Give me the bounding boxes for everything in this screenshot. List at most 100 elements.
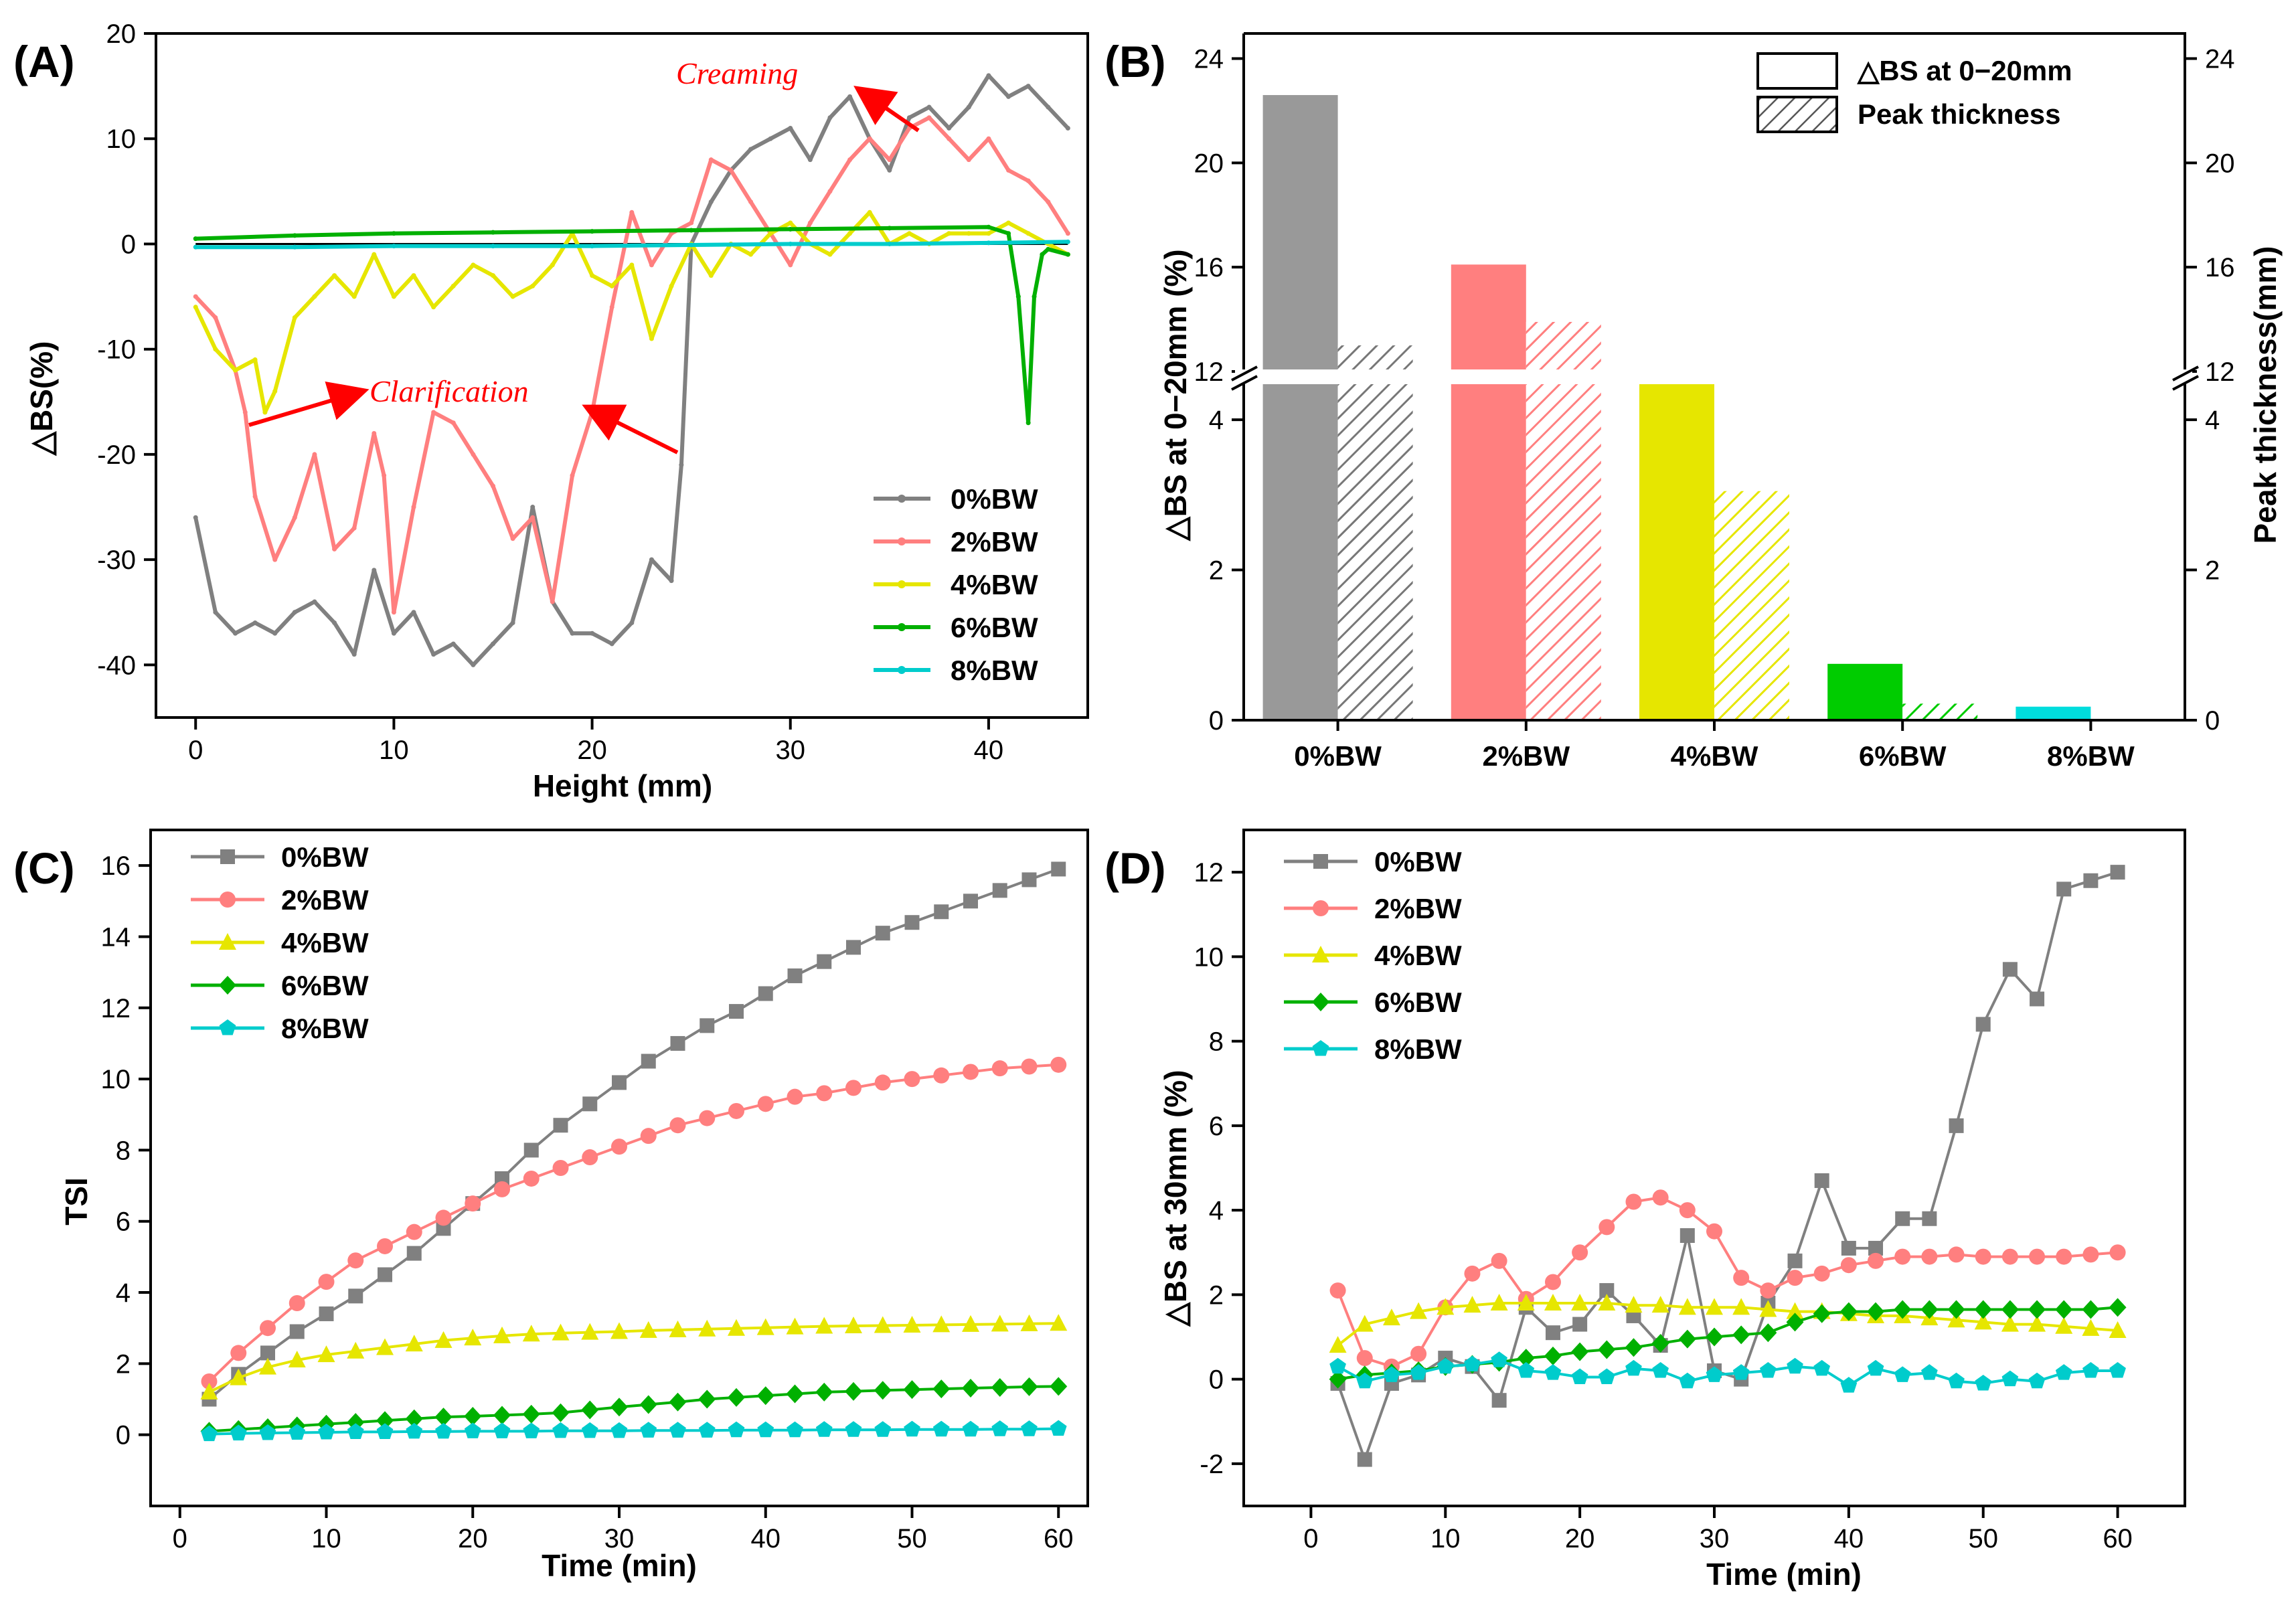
panel-d-series-8-bw-point — [1948, 1372, 1965, 1389]
panel-a-series-2-bw-point — [887, 157, 892, 163]
panel-a-legend-label-2-bw: 2%BW — [951, 526, 1038, 558]
panel-a-series-4-bw-point — [450, 283, 456, 288]
panel-c-series-6-bw-point — [874, 1381, 892, 1400]
panel-a-series-0-bw-point — [312, 599, 317, 604]
panel-a-series-2-bw-point — [807, 220, 813, 226]
panel-d-series-8-bw-point — [1732, 1364, 1750, 1380]
panel-a-series-0-bw-point — [609, 641, 614, 647]
panel-d-series-8-bw-point — [1975, 1374, 1992, 1391]
panel-c-series-6-bw-point — [845, 1381, 862, 1401]
panel-d-series-8-bw-point — [1383, 1366, 1400, 1382]
panel-c-y-tick-label: 16 — [101, 851, 131, 881]
panel-c-series-2-bw-point — [816, 1085, 833, 1102]
panel-a-series-0-bw-point — [332, 620, 337, 625]
panel-a-x-tick-label: 10 — [379, 736, 409, 765]
panel-c-legend-marker-2-bw — [220, 892, 236, 908]
panel-d-series-6-bw-point — [2109, 1298, 2127, 1317]
panel-a-series-4-bw-point — [471, 262, 476, 268]
panel-d-series-8-bw-point — [1706, 1366, 1723, 1382]
panel-c-series-0-bw-point — [700, 1018, 715, 1033]
panel-c-legend-label-6-bw: 6%BW — [281, 970, 369, 1001]
panel-c-series-0-bw-point — [934, 904, 949, 920]
panel-a-series-2-bw-point — [411, 505, 416, 510]
panel-d-legend-marker-0-bw — [1313, 854, 1328, 869]
panel-d-series-4-bw-point — [1517, 1294, 1535, 1311]
panel-d-series-4-bw-point — [1598, 1294, 1616, 1311]
panel-a-series-0-bw-point — [887, 167, 892, 173]
panel-c-series-8-bw-point — [610, 1422, 628, 1438]
panel-d-series-4-bw-point — [1759, 1300, 1777, 1317]
panel-c-x-tick-label: 30 — [604, 1524, 635, 1553]
panel-a-series-0-bw-point — [827, 115, 833, 120]
panel-d-series-0-bw-point — [2110, 865, 2125, 880]
panel-a-series-0-bw-point — [629, 620, 635, 625]
panel-a-series-4-bw-point — [748, 252, 754, 257]
panel-d-series-4-bw-point — [1437, 1298, 1455, 1315]
panel-c-y-axis-title: TSI — [59, 1177, 94, 1226]
panel-b-right-tick-label: 24 — [2205, 44, 2235, 74]
panel-c-series-8-bw-point — [289, 1424, 306, 1440]
panel-a-series-0-bw-point — [679, 462, 684, 468]
panel-c-series-4-bw-point — [434, 1331, 453, 1348]
panel-d-series-6-bw-point — [1974, 1300, 1992, 1319]
panel-b-right-tick-label: 16 — [2205, 253, 2235, 282]
panel-c-series-2-bw-line — [208, 1063, 1059, 1383]
panel-c-chart: (C) Time (min) TSI 0 10 20 30 40 50 60 0 2 4 6 8 10 1… — [13, 829, 1089, 1583]
panel-c-series-2-bw-point — [494, 1181, 510, 1197]
panel-a-series-0-bw-point — [431, 652, 436, 657]
panel-d-series-8-bw-point — [1652, 1362, 1669, 1378]
panel-a-series-2-bw-point — [926, 115, 932, 120]
panel-a-series-8-bw-point — [490, 244, 495, 249]
panel-a-series-2-bw-point — [1046, 199, 1051, 205]
panel-b-left-tick-label: 24 — [1194, 44, 1224, 74]
panel-c-series-8-bw-point — [523, 1422, 540, 1438]
panel-a-creaming-arrow — [853, 86, 920, 133]
panel-c-series-0-bw-point — [582, 1096, 598, 1112]
panel-a-series-2-bw-point — [629, 209, 635, 215]
panel-d-series-6-bw-point — [1839, 1302, 1858, 1321]
panel-a-series-0-bw-point — [768, 136, 773, 141]
panel-c-series-8-bw-point — [1021, 1420, 1038, 1436]
panel-d-series-0-bw-point — [2002, 962, 2018, 977]
panel-d-series-4-bw-point — [1356, 1315, 1374, 1332]
panel-a-series-0-bw-point — [986, 73, 991, 78]
panel-b-right-tick-label: 2 — [2205, 556, 2220, 586]
panel-c-series-4-bw-point — [1020, 1314, 1038, 1331]
panel-a-series-4-bw-point — [272, 389, 278, 394]
panel-c-legend-label-0-bw: 0%BW — [281, 841, 369, 873]
panel-a-series-4-bw-point — [669, 283, 674, 288]
panel-c-series-6-bw-point — [669, 1392, 687, 1412]
panel-a-series-0-bw-point — [708, 199, 714, 205]
panel-c-series-8-bw-point — [201, 1425, 218, 1442]
panel-a-series-0-bw-point — [372, 568, 377, 573]
panel-c-series-8-bw-point — [904, 1420, 920, 1437]
panel-d-series-6-bw-point — [2028, 1300, 2046, 1319]
panel-c-x-tick-label: 60 — [1044, 1524, 1074, 1553]
panel-b-bar-bs-8-bw — [2016, 706, 2091, 720]
panel-c-series-2-bw-point — [347, 1252, 364, 1269]
panel-d-legend-marker-2-bw — [1313, 900, 1329, 916]
panel-d-series-8-bw-point — [1598, 1368, 1615, 1384]
panel-d-series-0-bw-point — [1841, 1240, 1856, 1256]
panel-c-series-6-bw-point — [639, 1395, 657, 1414]
panel-d-series-6-bw-point — [1571, 1342, 1589, 1361]
panel-a-series-0-bw-point — [590, 630, 595, 636]
panel-d-series-6-bw-point — [1867, 1302, 1885, 1321]
panel-d-series-4-bw-point — [1947, 1311, 1965, 1328]
panel-d-series-6-bw-point — [1517, 1349, 1535, 1368]
panel-a-series-2-bw-point — [332, 546, 337, 552]
panel-a-series-2-bw-point — [1065, 231, 1070, 236]
panel-a-series-2-bw-point — [788, 262, 793, 268]
panel-c-series-6-bw-point — [932, 1379, 951, 1399]
panel-c-series-4-bw-point — [493, 1326, 511, 1343]
panel-a-series-2-bw-point — [450, 420, 456, 426]
panel-c-series-2-bw-point — [552, 1160, 569, 1176]
panel-c-plot-frame — [149, 829, 1089, 1507]
panel-d-legend-marker-6-bw — [1312, 993, 1329, 1011]
panel-c-legend: 0%BW 2%BW 4%BW 6%BW 8%BW — [191, 841, 369, 1044]
panel-a-series-8-bw-point — [292, 244, 297, 250]
panel-c-series-6-bw-point — [610, 1398, 628, 1417]
panel-d-series-0-bw-point — [1572, 1317, 1588, 1332]
panel-c-series-6-bw-point — [376, 1411, 394, 1430]
panel-d-series-2-bw-point — [1975, 1248, 1991, 1265]
